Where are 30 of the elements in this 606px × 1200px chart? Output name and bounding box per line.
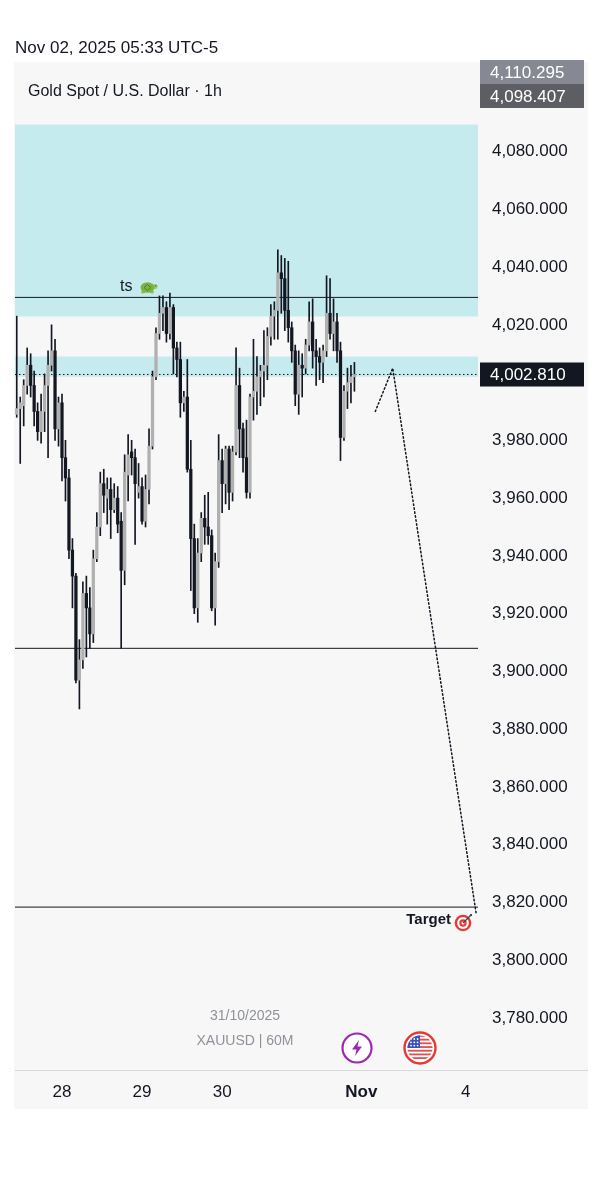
y-tick-label: 3,960.000	[492, 487, 568, 507]
y-tick-label: 3,800.000	[492, 949, 568, 969]
y-tick-label: 3,900.000	[492, 661, 568, 681]
chart-subtitle: Nov 02, 2025 05:33 UTC-5	[15, 38, 219, 58]
y-tick-label: 3,780.000	[492, 1007, 568, 1027]
x-tick-label: 30	[212, 1081, 232, 1101]
x-tick-label: Nov	[345, 1081, 378, 1101]
y-tick-label: 3,880.000	[492, 718, 568, 738]
annotation: XAUUSD | 60M	[196, 1031, 294, 1048]
x-tick-label: 4	[461, 1081, 471, 1101]
text: 4,098.407	[490, 86, 566, 106]
y-tick-label: 3,840.000	[492, 834, 568, 854]
ref-line-label: 4,002.810	[490, 365, 566, 385]
y-tick-label: 4,040.000	[492, 256, 568, 276]
ref-line-label: Target	[406, 910, 451, 928]
candlestick	[203, 494, 207, 545]
annotation: 31/10/2025	[209, 1006, 281, 1023]
y-tick-label: 3,920.000	[492, 603, 568, 623]
ref-line-label: ts	[120, 277, 133, 295]
y-tick-label: 3,820.000	[492, 892, 568, 912]
x-tick-label: 28	[52, 1081, 72, 1101]
text: 4,110.295	[490, 62, 565, 82]
y-tick-label: 3,860.000	[492, 776, 568, 796]
y-tick-label: 4,080.000	[492, 141, 568, 161]
y-tick-label: 4,020.000	[492, 314, 568, 334]
y-tick-label: 4,060.000	[492, 198, 568, 218]
text: Gold Spot / U.S. Dollar · 1h	[28, 81, 222, 101]
y-tick-label: 3,940.000	[492, 545, 568, 565]
x-tick-label: 29	[132, 1081, 152, 1101]
y-tick-label: 3,980.000	[492, 430, 568, 450]
